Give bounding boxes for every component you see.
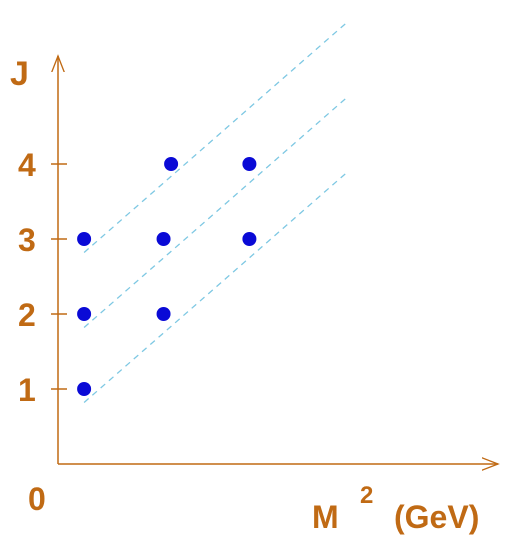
- y-tick-label-2: 2: [18, 297, 36, 333]
- data-point-2-3: [242, 157, 257, 171]
- data-point-3-3: [242, 232, 257, 246]
- y-axis-label: J: [10, 55, 29, 93]
- data-point-1-2: [164, 157, 179, 171]
- x-axis-label-superscript: 2: [360, 482, 373, 509]
- trend-line-2: [83, 96, 349, 328]
- x-axis-label-base: M: [312, 499, 339, 535]
- y-tick-label-1: 1: [18, 372, 36, 408]
- data-point-1-1: [77, 232, 92, 246]
- y-tick-label-4: 4: [18, 147, 36, 183]
- data-point-3-2: [156, 307, 171, 321]
- y-tick-label-3: 3: [18, 222, 36, 258]
- trend-line-3: [83, 171, 349, 403]
- origin-label: 0: [28, 481, 46, 517]
- trend-line-1: [83, 21, 349, 253]
- data-point-2-2: [156, 232, 171, 246]
- trend-lines: [83, 21, 349, 403]
- data-points: [77, 157, 257, 396]
- data-point-3-1: [77, 382, 92, 396]
- y-ticks: 1 2 3 4: [18, 147, 67, 408]
- data-point-2-1: [77, 307, 92, 321]
- x-axis-label-unit: (GeV): [394, 499, 479, 535]
